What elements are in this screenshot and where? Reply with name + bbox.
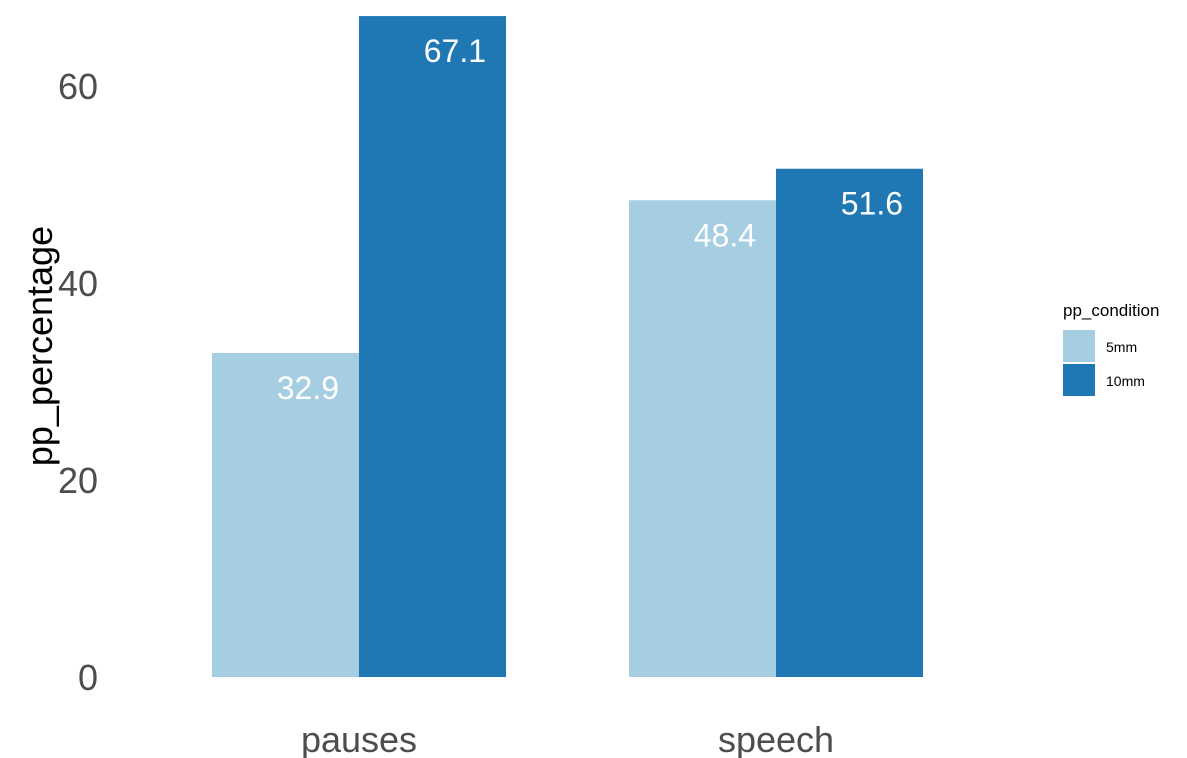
bar-pauses-5mm [212,352,359,677]
data-label-pauses-10mm: 67.1 [424,33,486,69]
x-axis-categories: pauses speech [301,719,834,758]
y-axis-ticks: 0 20 40 60 [58,66,98,698]
legend-key-10mm [1063,364,1095,396]
y-axis-label: pp_percentage [19,226,60,466]
y-tick-label: 40 [58,263,98,304]
bar-marks [212,16,923,678]
x-tick-label: speech [718,719,834,758]
legend-key-5mm [1063,330,1095,362]
data-labels: 32.9 67.1 48.4 51.6 [277,33,903,406]
bar-pauses-10mm [359,16,506,677]
legend-label-5mm: 5mm [1106,339,1137,355]
y-tick-label: 20 [58,460,98,501]
data-label-pauses-5mm: 32.9 [277,370,339,406]
bar-speech-5mm [629,200,776,677]
legend: pp_condition 5mm 10mm [1063,301,1159,396]
data-label-speech-5mm: 48.4 [694,217,756,253]
y-tick-label: 60 [58,66,98,107]
y-tick-label: 0 [78,657,98,698]
x-tick-label: pauses [301,719,417,758]
legend-label-10mm: 10mm [1106,373,1145,389]
data-label-speech-10mm: 51.6 [841,186,903,222]
legend-title: pp_condition [1063,301,1159,320]
bar-speech-10mm [776,168,923,678]
